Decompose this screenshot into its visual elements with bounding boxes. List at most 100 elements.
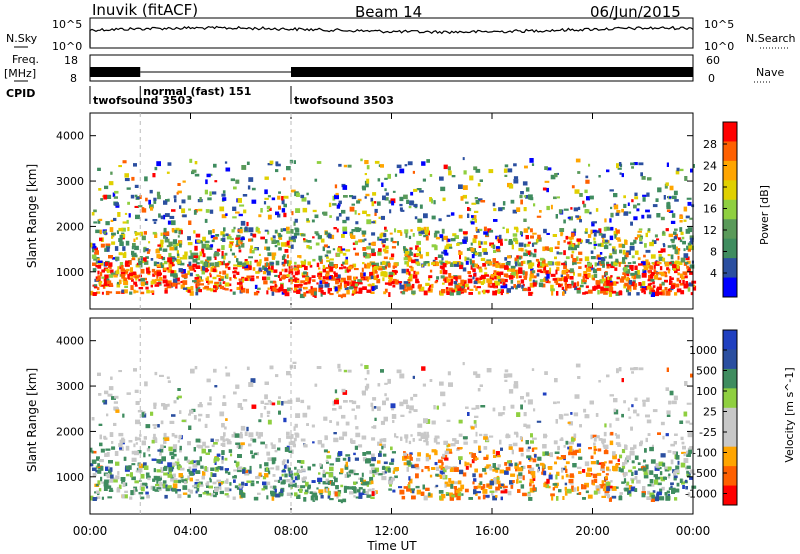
- data-cell: [338, 405, 342, 410]
- data-cell: [343, 488, 347, 493]
- data-cell: [137, 450, 142, 454]
- data-cell: [449, 496, 454, 501]
- data-cell: [634, 283, 638, 287]
- data-cell: [343, 164, 348, 168]
- data-cell: [561, 262, 566, 266]
- data-cell: [104, 479, 109, 483]
- data-cell: [577, 376, 581, 379]
- data-cell: [631, 371, 634, 374]
- data-cell: [457, 286, 462, 292]
- data-cell: [457, 487, 463, 492]
- data-cell: [182, 254, 188, 260]
- data-cell: [649, 446, 654, 452]
- data-cell: [347, 369, 352, 373]
- data-cell: [209, 479, 212, 483]
- data-cell: [631, 199, 634, 203]
- data-cell: [196, 239, 201, 243]
- data-cell: [103, 481, 109, 487]
- data-cell: [237, 403, 242, 408]
- data-cell: [106, 270, 110, 274]
- data-cell: [537, 469, 540, 473]
- data-cell: [381, 266, 386, 270]
- data-cell: [124, 289, 128, 294]
- data-cell: [519, 231, 523, 235]
- data-cell: [394, 433, 397, 438]
- data-cell: [384, 197, 389, 201]
- data-cell: [266, 467, 269, 471]
- freq-unit-label: [MHz]: [4, 67, 36, 80]
- data-cell: [355, 291, 359, 294]
- data-cell: [134, 450, 139, 456]
- data-cell: [529, 478, 534, 484]
- data-cell: [156, 282, 162, 285]
- data-cell: [299, 293, 305, 299]
- data-cell: [371, 453, 375, 458]
- data-cell: [475, 405, 480, 410]
- data-cell: [308, 246, 312, 250]
- data-cell: [266, 414, 270, 417]
- data-cell: [204, 445, 210, 448]
- data-cell: [211, 444, 215, 448]
- data-cell: [410, 229, 413, 232]
- data-cell: [547, 248, 552, 251]
- data-cell: [617, 444, 622, 447]
- data-cell: [589, 195, 594, 200]
- data-cell: [319, 492, 323, 495]
- data-cell: [160, 239, 164, 244]
- data-cell: [428, 287, 431, 292]
- nave-label: Nave: [756, 66, 784, 79]
- data-cell: [515, 239, 519, 245]
- data-cell: [182, 274, 188, 278]
- data-cell: [154, 489, 160, 492]
- data-cell: [160, 420, 164, 425]
- data-cell: [213, 442, 218, 445]
- data-cell: [201, 448, 206, 454]
- data-cell: [676, 283, 680, 288]
- data-cell: [322, 481, 327, 485]
- data-cell: [475, 252, 479, 255]
- data-cell: [687, 432, 693, 438]
- data-cell: [679, 168, 684, 172]
- data-cell: [240, 442, 245, 446]
- data-cell: [371, 437, 376, 441]
- data-cell: [360, 483, 364, 486]
- data-cell: [527, 241, 531, 244]
- data-cell: [340, 248, 346, 251]
- data-cell: [649, 265, 654, 270]
- data-cell: [229, 289, 233, 292]
- data-cell: [381, 471, 386, 475]
- data-cell: [604, 273, 607, 278]
- data-cell: [343, 369, 348, 373]
- data-cell: [479, 276, 483, 280]
- data-cell: [658, 256, 664, 261]
- data-cell: [297, 284, 303, 287]
- data-cell: [573, 228, 577, 233]
- data-cell: [103, 194, 108, 200]
- data-cell: [571, 280, 574, 286]
- data-cell: [633, 367, 638, 371]
- data-cell: [140, 291, 145, 295]
- data-cell: [411, 488, 415, 494]
- data-cell: [336, 274, 341, 279]
- data-cell: [487, 282, 491, 288]
- data-cell: [636, 413, 640, 417]
- data-cell: [549, 247, 553, 253]
- data-cell: [106, 452, 110, 457]
- data-cell: [307, 466, 311, 471]
- data-cell: [610, 206, 613, 210]
- data-cell: [222, 197, 227, 201]
- data-cell: [135, 265, 140, 268]
- data-cell: [622, 462, 626, 466]
- data-cell: [128, 272, 133, 276]
- data-cell: [139, 195, 142, 199]
- data-cell: [162, 248, 168, 252]
- data-cell: [284, 268, 288, 273]
- data-cell: [90, 463, 94, 467]
- data-cell: [117, 212, 121, 217]
- data-cell: [97, 270, 100, 275]
- data-cell: [341, 414, 346, 419]
- data-cell: [93, 247, 98, 251]
- data-cell: [121, 227, 126, 232]
- data-cell: [513, 176, 519, 180]
- data-cell: [596, 255, 599, 260]
